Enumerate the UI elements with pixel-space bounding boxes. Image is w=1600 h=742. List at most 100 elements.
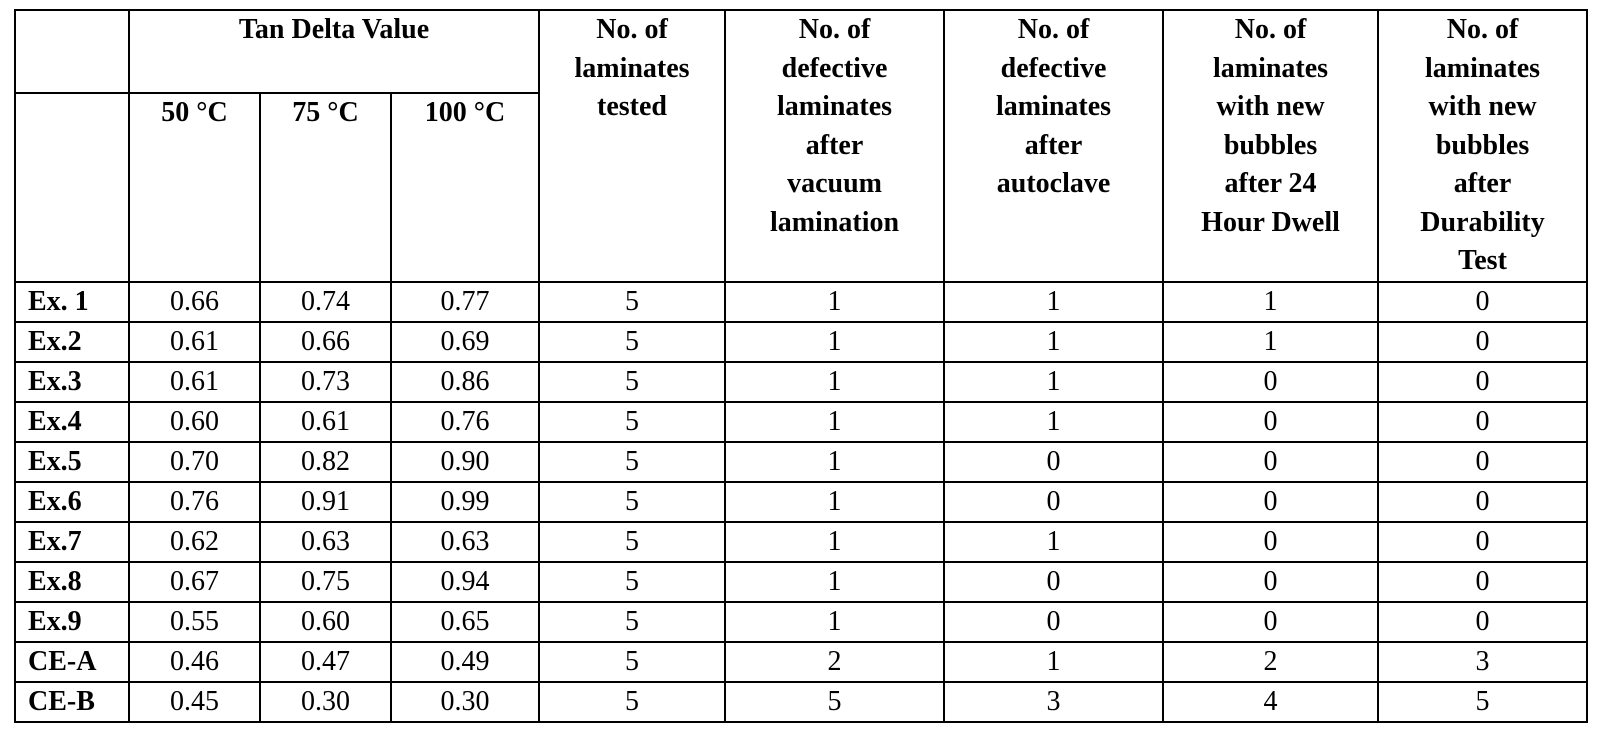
bubbles-after-dwell-cell: 1 xyxy=(1162,280,1380,323)
defective-after-vacuum-cell: 1 xyxy=(724,280,946,323)
defective-after-autoclave-cell: 0 xyxy=(943,440,1165,483)
table-row: Ex.8 0.67 0.75 0.94 5 1 0 0 0 xyxy=(14,560,1589,603)
tan-delta-100c-cell: 0.30 xyxy=(389,680,541,723)
bubbles-after-dwell-cell: 0 xyxy=(1162,480,1380,523)
bubbles-after-durability-cell: 0 xyxy=(1377,520,1589,563)
table-row: Ex.7 0.62 0.63 0.63 5 1 1 0 0 xyxy=(14,520,1589,563)
defective-after-vacuum-cell: 1 xyxy=(724,320,946,363)
tan-delta-100c-cell: 0.65 xyxy=(389,600,541,643)
col-header-bubbles-after-durability: No. of laminates with new bubbles after … xyxy=(1377,9,1589,283)
table-row: CE-B 0.45 0.30 0.30 5 5 3 4 5 xyxy=(14,680,1589,723)
laminates-tested-cell: 5 xyxy=(538,560,727,603)
row-label-cell: Ex.8 xyxy=(14,560,130,603)
bubbles-after-dwell-cell: 4 xyxy=(1162,680,1380,723)
defective-after-vacuum-cell: 1 xyxy=(724,560,946,603)
bubbles-after-durability-cell: 0 xyxy=(1377,400,1589,443)
table-row: Ex.2 0.61 0.66 0.69 5 1 1 1 0 xyxy=(14,320,1589,363)
row-label-cell: Ex.4 xyxy=(14,400,130,443)
table-row: Ex.5 0.70 0.82 0.90 5 1 0 0 0 xyxy=(14,440,1589,483)
row-label-cell: Ex.5 xyxy=(14,440,130,483)
bubbles-after-dwell-cell: 2 xyxy=(1162,640,1380,683)
tan-delta-75c-cell: 0.30 xyxy=(259,680,392,723)
bubbles-after-dwell-cell: 0 xyxy=(1162,440,1380,483)
defective-after-vacuum-cell: 5 xyxy=(724,680,946,723)
laminates-tested-cell: 5 xyxy=(538,520,727,563)
col-header-defective-after-vacuum: No. of defective laminates after vacuum … xyxy=(724,9,946,283)
tan-delta-75c-cell: 0.60 xyxy=(259,600,392,643)
table-body: Ex. 1 0.66 0.74 0.77 5 1 1 1 0 Ex.2 0.61 0.66 0.69 5 1… xyxy=(14,280,1589,723)
bubbles-after-dwell-cell: 0 xyxy=(1162,400,1380,443)
bubbles-after-durability-cell: 0 xyxy=(1377,480,1589,523)
tan-delta-75c-cell: 0.66 xyxy=(259,320,392,363)
defective-after-autoclave-cell: 1 xyxy=(943,280,1165,323)
table-row: Ex.3 0.61 0.73 0.86 5 1 1 0 0 xyxy=(14,360,1589,403)
tan-delta-50c-cell: 0.60 xyxy=(128,400,261,443)
bubbles-after-dwell-cell: 1 xyxy=(1162,320,1380,363)
row-label-cell: CE-A xyxy=(14,640,130,683)
tan-delta-100c-cell: 0.94 xyxy=(389,560,541,603)
tan-delta-75c-cell: 0.61 xyxy=(259,400,392,443)
defective-after-autoclave-cell: 1 xyxy=(943,640,1165,683)
tan-delta-50c-cell: 0.66 xyxy=(128,280,261,323)
laminates-tested-cell: 5 xyxy=(538,600,727,643)
defective-after-autoclave-cell: 1 xyxy=(943,400,1165,443)
laminates-tested-cell: 5 xyxy=(538,680,727,723)
temp-header-50c: 50 °C xyxy=(128,92,261,283)
bubbles-after-dwell-cell: 0 xyxy=(1162,600,1380,643)
tan-delta-100c-cell: 0.76 xyxy=(389,400,541,443)
corner-header-cell xyxy=(14,8,130,95)
table-header: Tan Delta Value No. of laminates tested … xyxy=(14,8,1589,283)
bubbles-after-dwell-cell: 0 xyxy=(1162,560,1380,603)
defective-after-vacuum-cell: 1 xyxy=(724,600,946,643)
tan-delta-100c-cell: 0.49 xyxy=(389,640,541,683)
row-label-cell: Ex.3 xyxy=(14,360,130,403)
tan-delta-75c-cell: 0.75 xyxy=(259,560,392,603)
tan-delta-50c-cell: 0.61 xyxy=(128,320,261,363)
bubbles-after-durability-cell: 0 xyxy=(1377,360,1589,403)
defective-after-autoclave-cell: 0 xyxy=(943,600,1165,643)
tan-delta-50c-cell: 0.62 xyxy=(128,520,261,563)
bubbles-after-durability-cell: 0 xyxy=(1377,560,1589,603)
table-row: Ex.4 0.60 0.61 0.76 5 1 1 0 0 xyxy=(14,400,1589,443)
tan-delta-100c-cell: 0.69 xyxy=(389,320,541,363)
table-row: Ex.9 0.55 0.60 0.65 5 1 0 0 0 xyxy=(14,600,1589,643)
col-header-defective-after-autoclave: No. of defective laminates after autocla… xyxy=(943,9,1165,283)
tan-delta-75c-cell: 0.63 xyxy=(259,520,392,563)
defective-after-autoclave-cell: 1 xyxy=(943,320,1165,363)
tan-delta-100c-cell: 0.86 xyxy=(389,360,541,403)
bubbles-after-durability-cell: 0 xyxy=(1377,280,1589,323)
tan-delta-75c-cell: 0.74 xyxy=(259,280,392,323)
tan-delta-75c-cell: 0.47 xyxy=(259,640,392,683)
tan-delta-100c-cell: 0.99 xyxy=(389,480,541,523)
laminates-tested-cell: 5 xyxy=(538,400,727,443)
defective-after-autoclave-cell: 1 xyxy=(943,520,1165,563)
tan-delta-100c-cell: 0.90 xyxy=(389,440,541,483)
defective-after-vacuum-cell: 1 xyxy=(724,360,946,403)
bubbles-after-durability-cell: 0 xyxy=(1377,440,1589,483)
row-label-cell: CE-B xyxy=(14,680,130,723)
row-label-cell: Ex.6 xyxy=(14,480,130,523)
row-label-cell: Ex. 1 xyxy=(14,280,130,323)
results-table: Tan Delta Value No. of laminates tested … xyxy=(14,8,1589,723)
tan-delta-100c-cell: 0.63 xyxy=(389,520,541,563)
bubbles-after-durability-cell: 0 xyxy=(1377,320,1589,363)
bubbles-after-durability-cell: 5 xyxy=(1377,680,1589,723)
defective-after-autoclave-cell: 3 xyxy=(943,680,1165,723)
laminates-tested-cell: 5 xyxy=(538,480,727,523)
tan-delta-100c-cell: 0.77 xyxy=(389,280,541,323)
bubbles-after-durability-cell: 3 xyxy=(1377,640,1589,683)
laminates-tested-cell: 5 xyxy=(538,440,727,483)
tan-delta-50c-cell: 0.45 xyxy=(128,680,261,723)
col-header-bubbles-after-dwell: No. of laminates with new bubbles after … xyxy=(1162,9,1380,283)
table-row: CE-A 0.46 0.47 0.49 5 2 1 2 3 xyxy=(14,640,1589,683)
defective-after-autoclave-cell: 0 xyxy=(943,560,1165,603)
laminates-tested-cell: 5 xyxy=(538,280,727,323)
row-label-cell: Ex.7 xyxy=(14,520,130,563)
tan-delta-50c-cell: 0.61 xyxy=(128,360,261,403)
defective-after-autoclave-cell: 0 xyxy=(943,480,1165,523)
tan-delta-50c-cell: 0.70 xyxy=(128,440,261,483)
bubbles-after-durability-cell: 0 xyxy=(1377,600,1589,643)
table-row: Ex.6 0.76 0.91 0.99 5 1 0 0 0 xyxy=(14,480,1589,523)
temp-header-100c: 100 °C xyxy=(389,92,541,283)
laminates-tested-cell: 5 xyxy=(538,360,727,403)
